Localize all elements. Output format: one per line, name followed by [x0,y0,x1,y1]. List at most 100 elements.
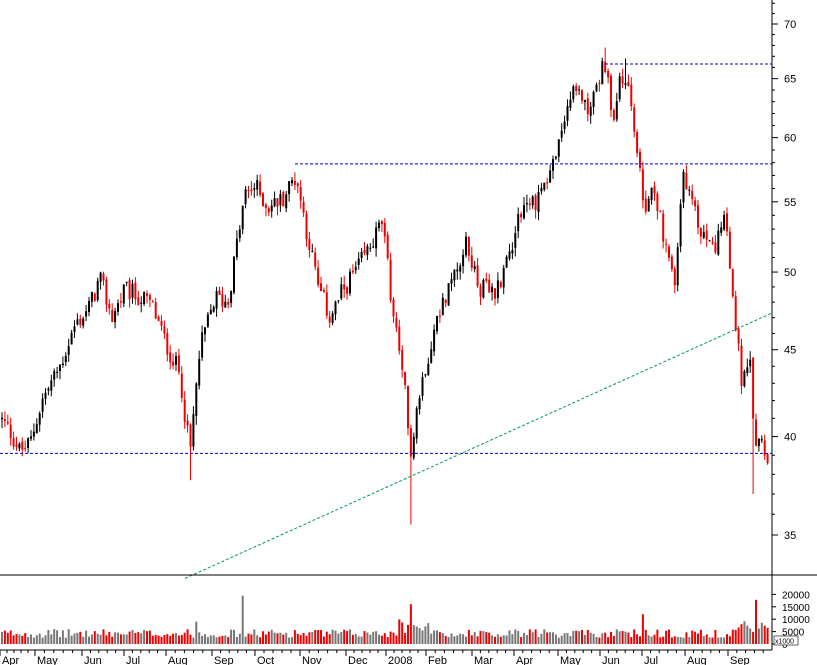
volume-bar [534,629,537,644]
candle-body [575,86,578,91]
volume-bar [111,636,114,644]
candle [496,272,499,304]
volume-bar [447,637,450,644]
candle-body [723,214,726,230]
volume-bar [56,630,59,644]
candle-body [415,408,418,439]
overlay-lines [0,63,773,579]
volume-bar [650,636,653,644]
candle-body [24,447,27,449]
candle [195,382,198,425]
candle [230,290,233,308]
month-label: Oct [257,655,274,665]
candle-body [247,190,250,192]
candle [296,182,299,194]
candle [699,227,702,245]
volume-bar [546,632,549,644]
volume-bar [656,629,659,644]
candle [633,103,636,138]
candle [143,291,146,307]
month-label: Jun [84,655,102,665]
candle-body [554,156,557,159]
volume-bar [154,634,157,644]
volume-bar [720,637,723,644]
volume-bar [639,636,641,644]
volume-bar [146,631,148,644]
volume-bar [407,624,409,644]
volume-bar [308,632,311,644]
candle-body [212,306,215,312]
volume-bar [624,631,627,644]
candle [282,190,285,207]
volume-bar [6,632,9,644]
candle-body [760,439,763,441]
candle [369,243,372,252]
candle-body [615,101,618,120]
candle-body [508,251,511,259]
candle [256,174,259,196]
candle [24,440,27,452]
volume-bar [752,631,755,644]
candle [398,319,401,355]
candle [233,256,235,295]
volume-bar [601,633,604,644]
volume-bar [119,634,122,644]
candle-body [151,301,154,303]
candle [53,368,56,387]
month-label: Jul [644,655,658,665]
candle [717,223,720,256]
month-label: May [560,655,581,665]
candle [1,412,3,429]
volume-bar [117,632,119,644]
candle [743,369,746,388]
volume-bar [241,595,244,644]
candle-body [85,311,88,317]
candle-body [462,254,465,267]
candle-body [702,232,705,238]
candle [221,286,224,313]
volume-bar [93,631,96,644]
month-label: May [37,655,58,665]
candle-body [511,250,514,254]
candle-body [531,196,534,206]
candle-body [12,438,15,447]
candle [714,235,717,255]
volume-bar [604,632,607,644]
candle [427,357,430,376]
candle-body [467,236,470,256]
candle [276,197,279,216]
candle-body [41,398,44,412]
candle-body [15,444,18,447]
volume-bar [351,634,354,644]
candle [569,91,572,111]
candle [734,290,737,332]
candle [44,388,47,405]
candle-body [349,271,351,294]
candle [549,164,552,183]
volume-bar [9,630,12,644]
candle-body [38,413,41,425]
volume-bar [175,633,177,644]
volume-unit-label: x1000 [775,639,794,646]
candle [250,181,253,196]
candle [32,423,35,441]
candle [456,262,459,280]
volume-bar [125,634,128,644]
candle [479,283,482,306]
candle-body [728,231,731,269]
candle-body [169,352,172,363]
volume-bar [349,629,351,644]
volume-bar [618,631,621,644]
candle [412,432,415,461]
candle-body [552,159,554,171]
volume-bar [641,614,644,644]
candle-body [650,187,653,201]
volume-bar [438,632,441,644]
candle [325,284,328,319]
candle [757,437,760,452]
candle [189,423,192,481]
candle-body [734,296,737,331]
candle [438,309,441,323]
candle [360,247,363,263]
candle [372,238,375,249]
